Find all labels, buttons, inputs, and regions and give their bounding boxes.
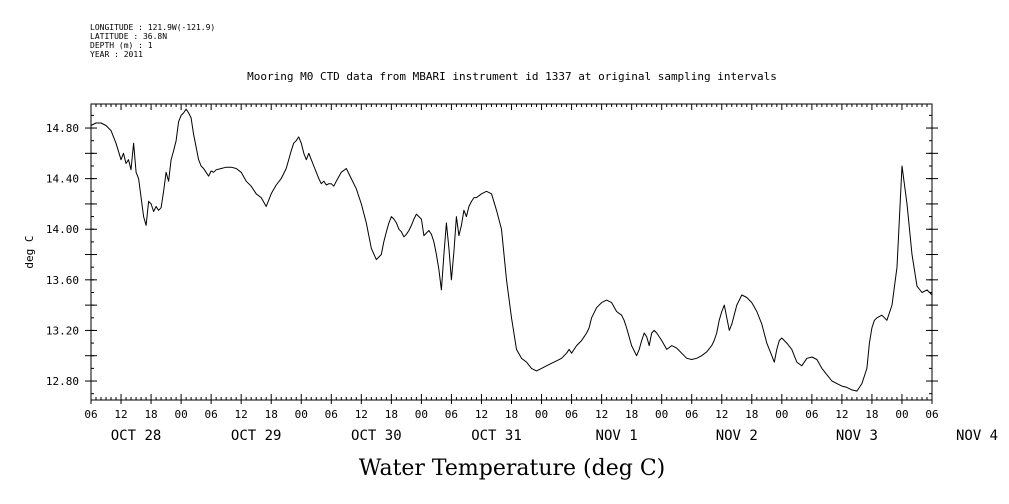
y-tick-label: 14.40 [46,173,79,186]
x-tick-label: 18 [865,408,878,421]
x-tick-label: 00 [174,408,187,421]
x-tick-label: 06 [685,408,698,421]
year-label: YEAR : 2011 [90,50,143,59]
x-tick-label: 12 [475,408,488,421]
series-line-water-temperature [90,108,933,392]
x-tick-label: 12 [595,408,608,421]
x-tick-label: 00 [295,408,308,421]
x-day-label: NOV 1 [596,428,638,444]
y-tick-label: 12.80 [46,375,79,388]
x-tick-label: 06 [925,408,938,421]
y-tick-label: 13.20 [46,324,79,337]
x-day-label: OCT 28 [111,428,162,444]
x-tick-label: 18 [144,408,157,421]
y-tick-label: 14.00 [46,223,79,236]
y-tick-label: 14.80 [46,122,79,135]
x-axis: 06 12 18 00 06 12 18 00 06 12 18 00 06 12 18 00 06 12 18 00… [84,104,998,444]
x-tick-label: 18 [625,408,638,421]
longitude-label: LONGITUDE : 121.9W(-121.9) [90,23,215,32]
x-tick-label: 06 [325,408,338,421]
x-day-label: OCT 31 [471,428,522,444]
plot-frame [90,103,933,401]
y-axis: 12.80 13.20 13.60 14.00 14.40 14.80 [46,114,938,395]
x-tick-label: 06 [205,408,218,421]
x-tick-label: 18 [745,408,758,421]
y-tick-label: 13.60 [46,274,79,287]
x-axis-label: Water Temperature (deg C) [359,456,666,481]
x-tick-label: 06 [805,408,818,421]
x-tick-label: 00 [655,408,668,421]
x-tick-label: 12 [114,408,127,421]
x-tick-label: 06 [445,408,458,421]
x-day-label: OCT 30 [351,428,402,444]
depth-label: DEPTH (m) : 1 [90,41,153,50]
x-tick-label: 00 [775,408,788,421]
x-tick-label: 00 [415,408,428,421]
x-day-label: NOV 2 [716,428,758,444]
x-tick-label: 12 [355,408,368,421]
x-tick-label: 12 [835,408,848,421]
x-tick-label: 00 [535,408,548,421]
y-axis-label: deg C [23,235,36,268]
x-tick-label: 00 [895,408,908,421]
x-day-label: NOV 4 [956,428,998,444]
x-tick-label: 18 [265,408,278,421]
latitude-label: LATITUDE : 36.8N [90,32,167,41]
x-day-label: NOV 3 [836,428,878,444]
x-tick-label: 12 [715,408,728,421]
x-tick-label: 06 [84,408,97,421]
chart-title: Mooring M0 CTD data from MBARI instrumen… [247,70,777,83]
series-group [90,108,933,392]
x-tick-label: 12 [235,408,248,421]
x-day-label: OCT 29 [231,428,282,444]
x-tick-label: 18 [385,408,398,421]
x-tick-label: 18 [505,408,518,421]
x-tick-label: 06 [565,408,578,421]
